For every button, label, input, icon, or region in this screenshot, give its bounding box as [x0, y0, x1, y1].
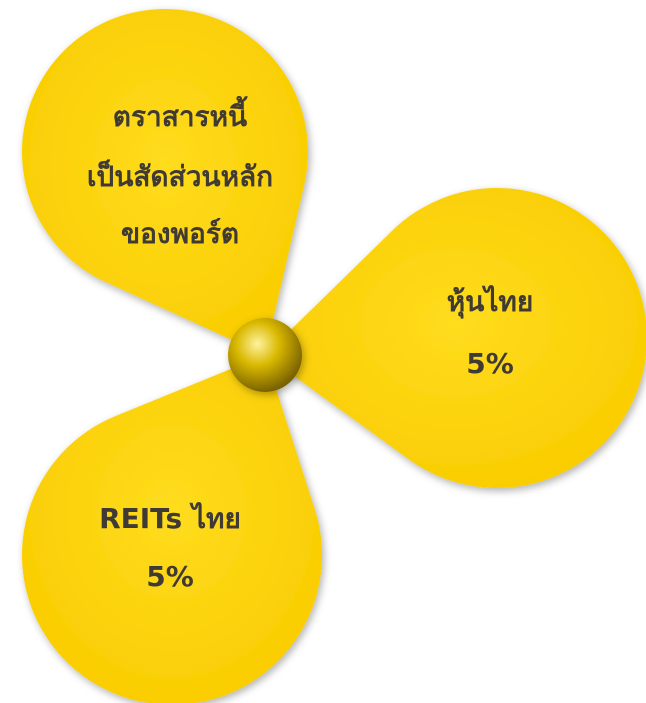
petals — [21, 8, 646, 703]
petal-label: หุ้นไทย — [447, 285, 534, 319]
labels: ตราสารหนี้เป็นสัดส่วนหลักของพอร์ตหุ้นไทย… — [87, 95, 533, 593]
petal — [22, 355, 322, 703]
petal — [265, 188, 646, 488]
petal-label: เป็นสัดส่วนหลัก — [87, 159, 273, 193]
petal-label: 5% — [146, 560, 194, 593]
center-knob — [228, 318, 302, 392]
petal-label: ของพอร์ต — [121, 217, 239, 250]
petal-label: 5% — [466, 347, 514, 380]
petal — [21, 8, 308, 355]
petal-label: ตราสารหนี้ — [113, 95, 248, 133]
petal-label: REITs ไทย — [99, 502, 241, 535]
